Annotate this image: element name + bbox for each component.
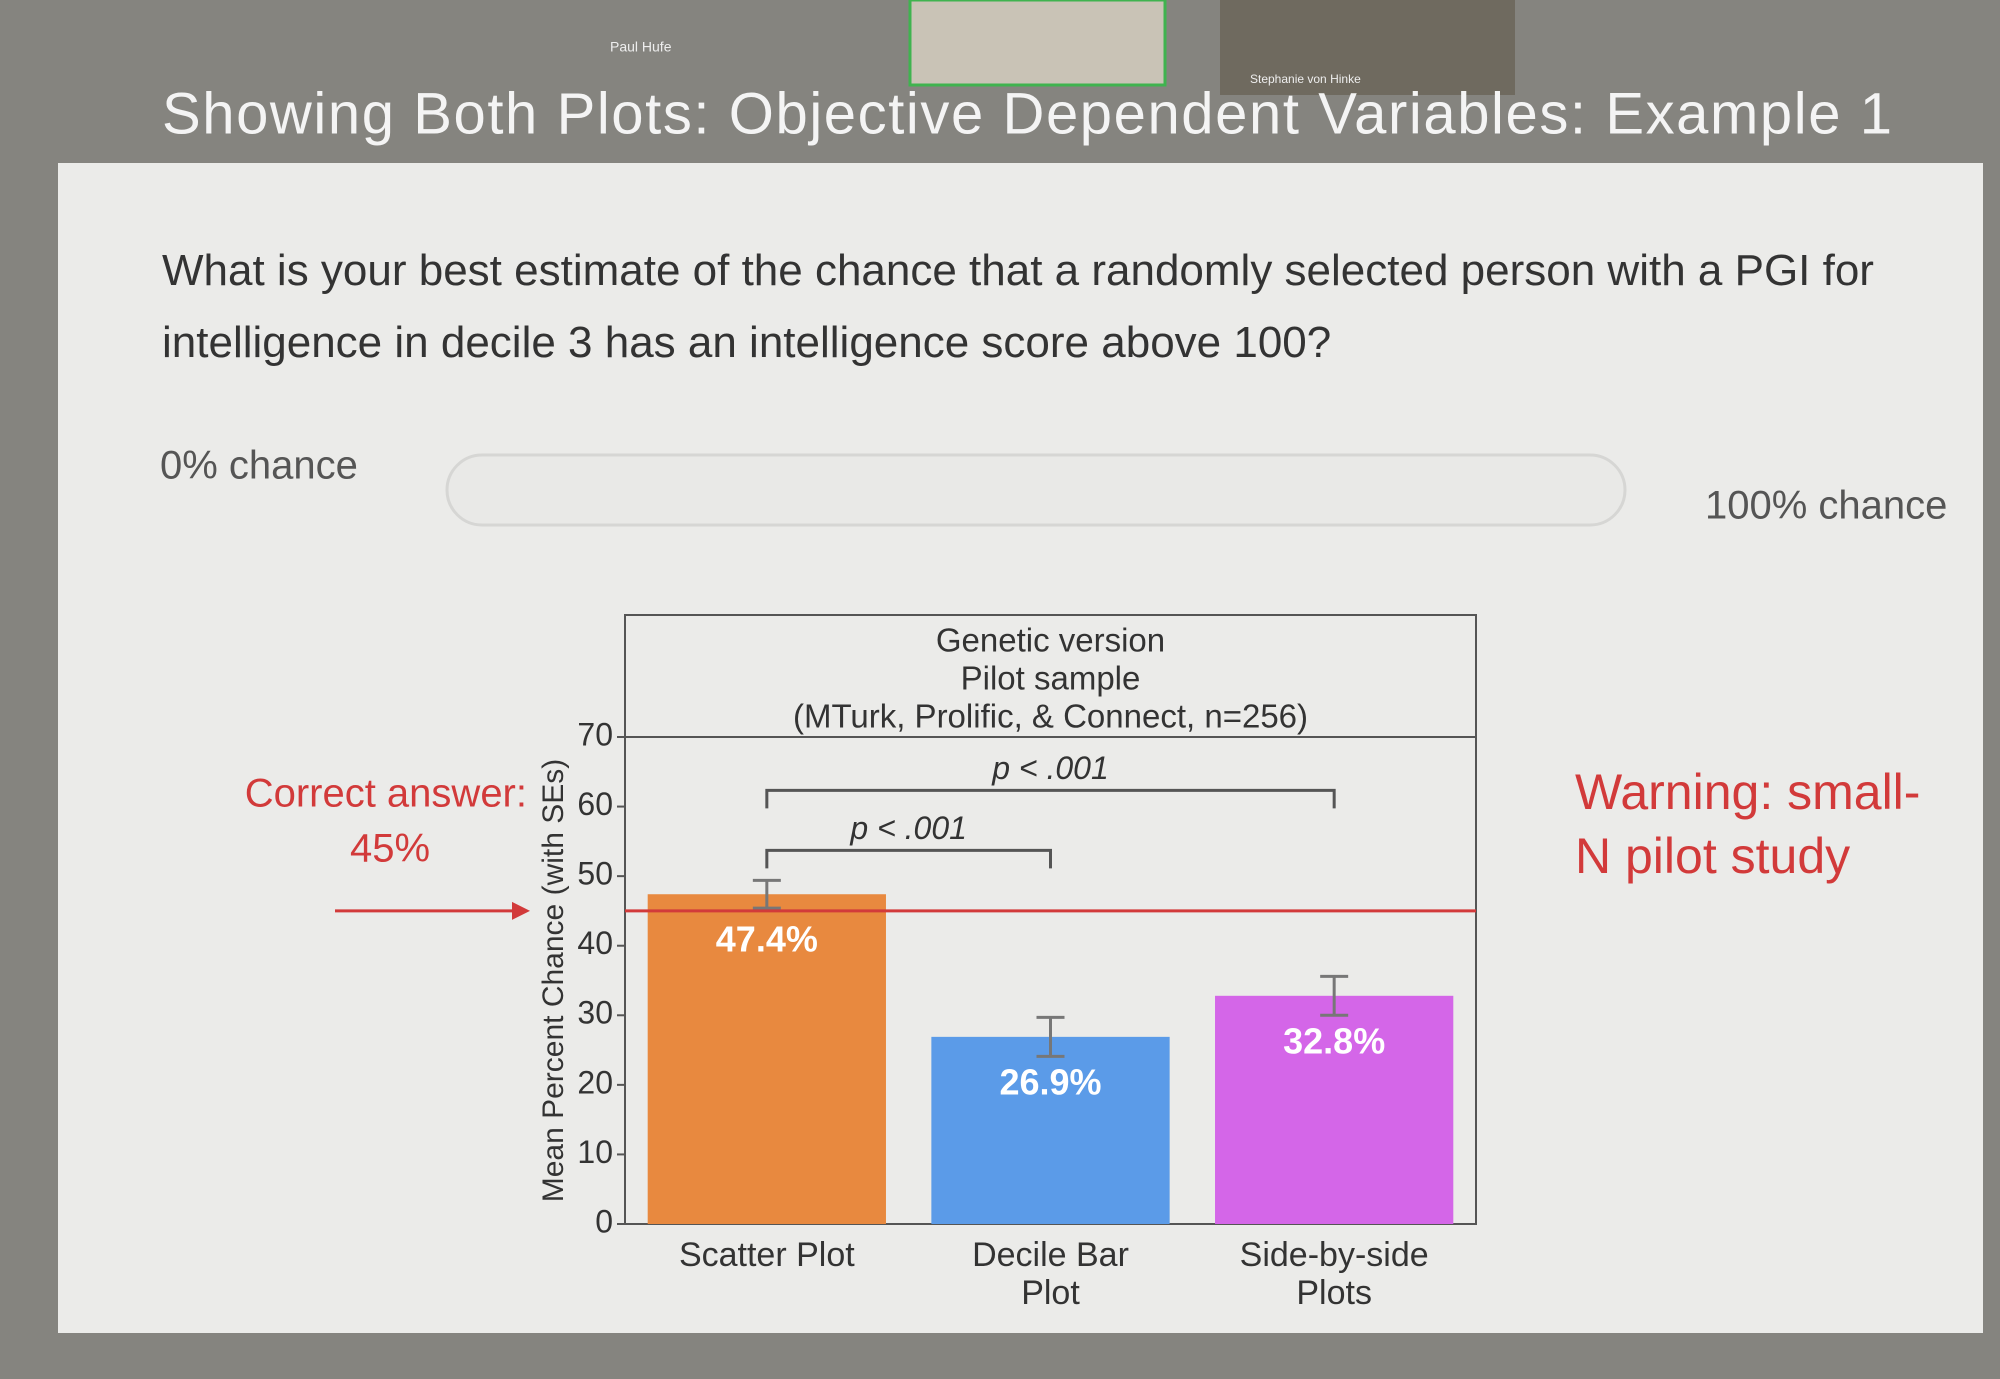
value-label: 32.8% — [1283, 1020, 1385, 1061]
question: What is your best estimate of the chance… — [162, 246, 1874, 367]
slider-max-label: 100% chance — [1705, 484, 1947, 528]
y-tick-label: 0 — [595, 1203, 613, 1239]
x-tick-label: Scatter Plot — [678, 1236, 855, 1274]
y-tick-label: 50 — [577, 856, 613, 892]
significance-bracket — [765, 788, 1336, 809]
reference-arrowhead — [512, 901, 530, 920]
panel-title: Genetic version — [936, 622, 1165, 659]
significance-label: p < .001 — [849, 810, 967, 846]
y-tick-label: 30 — [577, 995, 613, 1031]
significance-bracket — [765, 848, 1052, 869]
presenter-name: Paul Hufe — [610, 39, 672, 55]
panel-title: (MTurk, Prolific, & Connect, n=256) — [793, 698, 1308, 735]
video-tile — [908, 0, 1167, 87]
bar — [647, 894, 886, 1224]
slide-title: Showing Both Plots: Objective Dependent … — [162, 81, 1892, 146]
y-tick-label: 70 — [577, 716, 613, 752]
panel-strip — [624, 614, 1477, 738]
bar — [1215, 995, 1454, 1224]
y-tick-label: 40 — [577, 925, 613, 961]
x-tick-label: Side-by-side Plots — [1239, 1236, 1429, 1312]
reference-text: Correct answer: — [245, 771, 527, 815]
slider-track[interactable] — [445, 453, 1627, 527]
value-label: 47.4% — [716, 919, 818, 960]
significance-label: p < .001 — [991, 750, 1109, 786]
slider-min-label: 0% chance — [160, 444, 358, 488]
y-axis-label: Mean Percent Chance (with SEs) — [537, 759, 570, 1203]
x-tick-label: Decile Bar Plot — [972, 1236, 1129, 1312]
y-tick-label: 20 — [577, 1064, 613, 1100]
reference-label: 45% — [350, 826, 430, 870]
bar — [931, 1036, 1170, 1224]
y-tick-label: 10 — [577, 1134, 613, 1170]
panel-title: Pilot sample — [961, 660, 1141, 697]
warning: Warning: small-N pilot study — [1575, 764, 1921, 884]
participant-name: Stephanie von Hinke — [1250, 72, 1361, 86]
y-tick-label: 60 — [577, 786, 613, 822]
value-label: 26.9% — [999, 1061, 1101, 1102]
video-tile — [1220, 0, 1515, 95]
